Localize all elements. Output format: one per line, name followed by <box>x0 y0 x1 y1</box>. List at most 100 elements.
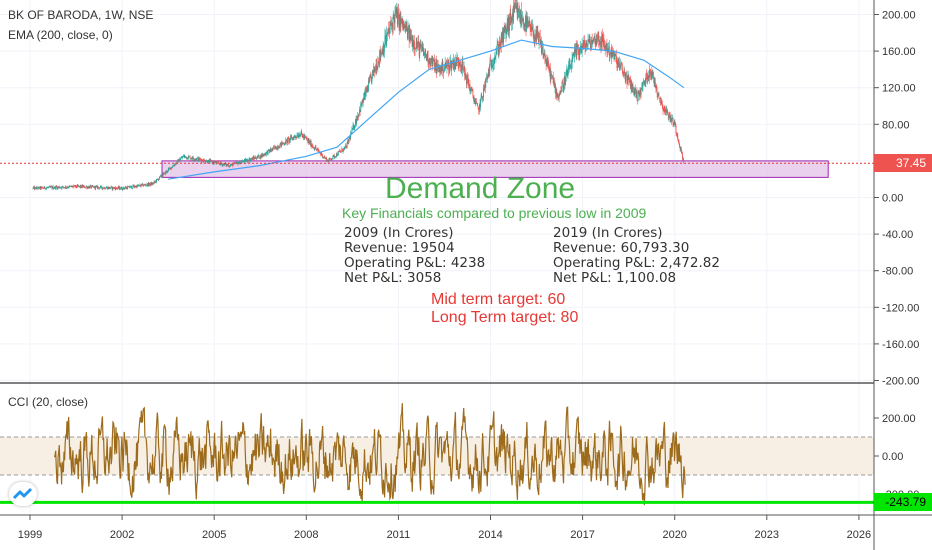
candle-body <box>464 73 466 76</box>
candle-body <box>33 186 35 190</box>
candle-body <box>522 18 523 21</box>
candle-body <box>563 84 565 88</box>
candle-body <box>33 186 35 188</box>
tradingview-logo[interactable] <box>9 482 37 506</box>
financials-2009-heading: 2009 (In Crores) <box>344 225 454 241</box>
candle-body <box>338 151 340 153</box>
candle-body <box>73 185 75 187</box>
mid-term-target: Mid term target: 60 <box>431 291 566 308</box>
candle-body <box>415 42 417 49</box>
candle-body <box>652 71 654 76</box>
candle-body <box>355 119 356 126</box>
candle-body <box>575 46 577 56</box>
candle-body <box>632 83 634 89</box>
candle-body <box>186 157 188 159</box>
candle-body <box>631 82 633 92</box>
time-tick-label: 2008 <box>294 529 318 541</box>
candle-body <box>68 185 70 188</box>
candle-body <box>190 158 192 160</box>
candle-body <box>395 8 397 15</box>
candle-body <box>151 183 153 185</box>
candle-body <box>100 186 102 187</box>
candle-body <box>529 23 531 30</box>
candle-body <box>137 185 139 187</box>
candle-body <box>281 142 283 145</box>
candle-body <box>353 128 355 130</box>
candle-body <box>122 187 124 189</box>
candle-body <box>72 186 74 188</box>
candle-body <box>399 14 401 29</box>
candle-body <box>177 159 179 163</box>
candle-body <box>595 39 597 46</box>
candle-body <box>138 184 140 186</box>
candle-body <box>265 152 267 155</box>
candle-body <box>623 73 624 76</box>
candle-body <box>640 88 642 95</box>
candle-body <box>663 108 665 110</box>
candle-body <box>578 53 580 55</box>
candle-body <box>250 158 252 160</box>
candle-body <box>288 138 290 142</box>
candle-body <box>682 153 683 160</box>
candle-body <box>424 50 426 53</box>
candle-body <box>502 30 504 43</box>
candle-body <box>127 186 129 188</box>
candle-body <box>430 58 432 66</box>
candle-body <box>302 135 304 138</box>
candle-body <box>282 143 284 144</box>
candle-body <box>433 59 435 61</box>
candle-body <box>579 46 581 52</box>
candle-body <box>528 24 529 27</box>
candle-body <box>203 159 205 162</box>
candle-body <box>43 188 45 190</box>
candle-body <box>561 91 562 93</box>
candle-body <box>141 184 143 186</box>
candle-body <box>556 94 558 97</box>
candle-body <box>559 90 561 93</box>
candle-body <box>89 185 91 187</box>
candle-body <box>490 60 492 62</box>
price-tick-label: -80.00 <box>882 266 913 278</box>
candle-body <box>578 50 579 54</box>
candle-body <box>533 35 535 41</box>
candle-body <box>443 68 445 72</box>
candle-body <box>178 158 180 163</box>
candle-body <box>84 185 85 188</box>
candle-body <box>255 157 257 159</box>
candle-body <box>61 186 63 189</box>
price-tick-label: -120.00 <box>882 302 919 314</box>
candle-body <box>81 185 82 188</box>
candle-body <box>669 113 670 118</box>
candle-body <box>546 60 548 65</box>
candle-body <box>601 36 603 48</box>
candle-body <box>467 78 469 84</box>
candle-body <box>296 135 298 138</box>
candle-body <box>332 155 334 159</box>
candle-body <box>329 158 330 160</box>
candle-body <box>159 176 160 179</box>
candle-body <box>468 84 470 88</box>
candle-body <box>188 156 190 158</box>
candle-body <box>393 17 395 24</box>
candle-body <box>466 78 467 84</box>
candle-body <box>131 188 133 189</box>
candle-body <box>623 71 625 74</box>
candle-body <box>183 156 185 158</box>
candle-body <box>628 75 630 82</box>
candle-body <box>672 118 674 125</box>
candle-body <box>476 103 478 104</box>
candle-body <box>230 165 232 166</box>
candle-body <box>604 46 605 49</box>
candle-body <box>453 59 455 70</box>
candle-body <box>291 137 293 140</box>
candle-body <box>486 77 488 79</box>
candle-body <box>507 22 509 31</box>
candle-body <box>48 186 50 188</box>
candle-body <box>402 18 404 25</box>
candle-body <box>670 117 672 122</box>
candle-body <box>360 104 362 112</box>
candle-body <box>511 16 513 22</box>
candle-body <box>330 158 332 160</box>
candle-body <box>149 182 151 185</box>
